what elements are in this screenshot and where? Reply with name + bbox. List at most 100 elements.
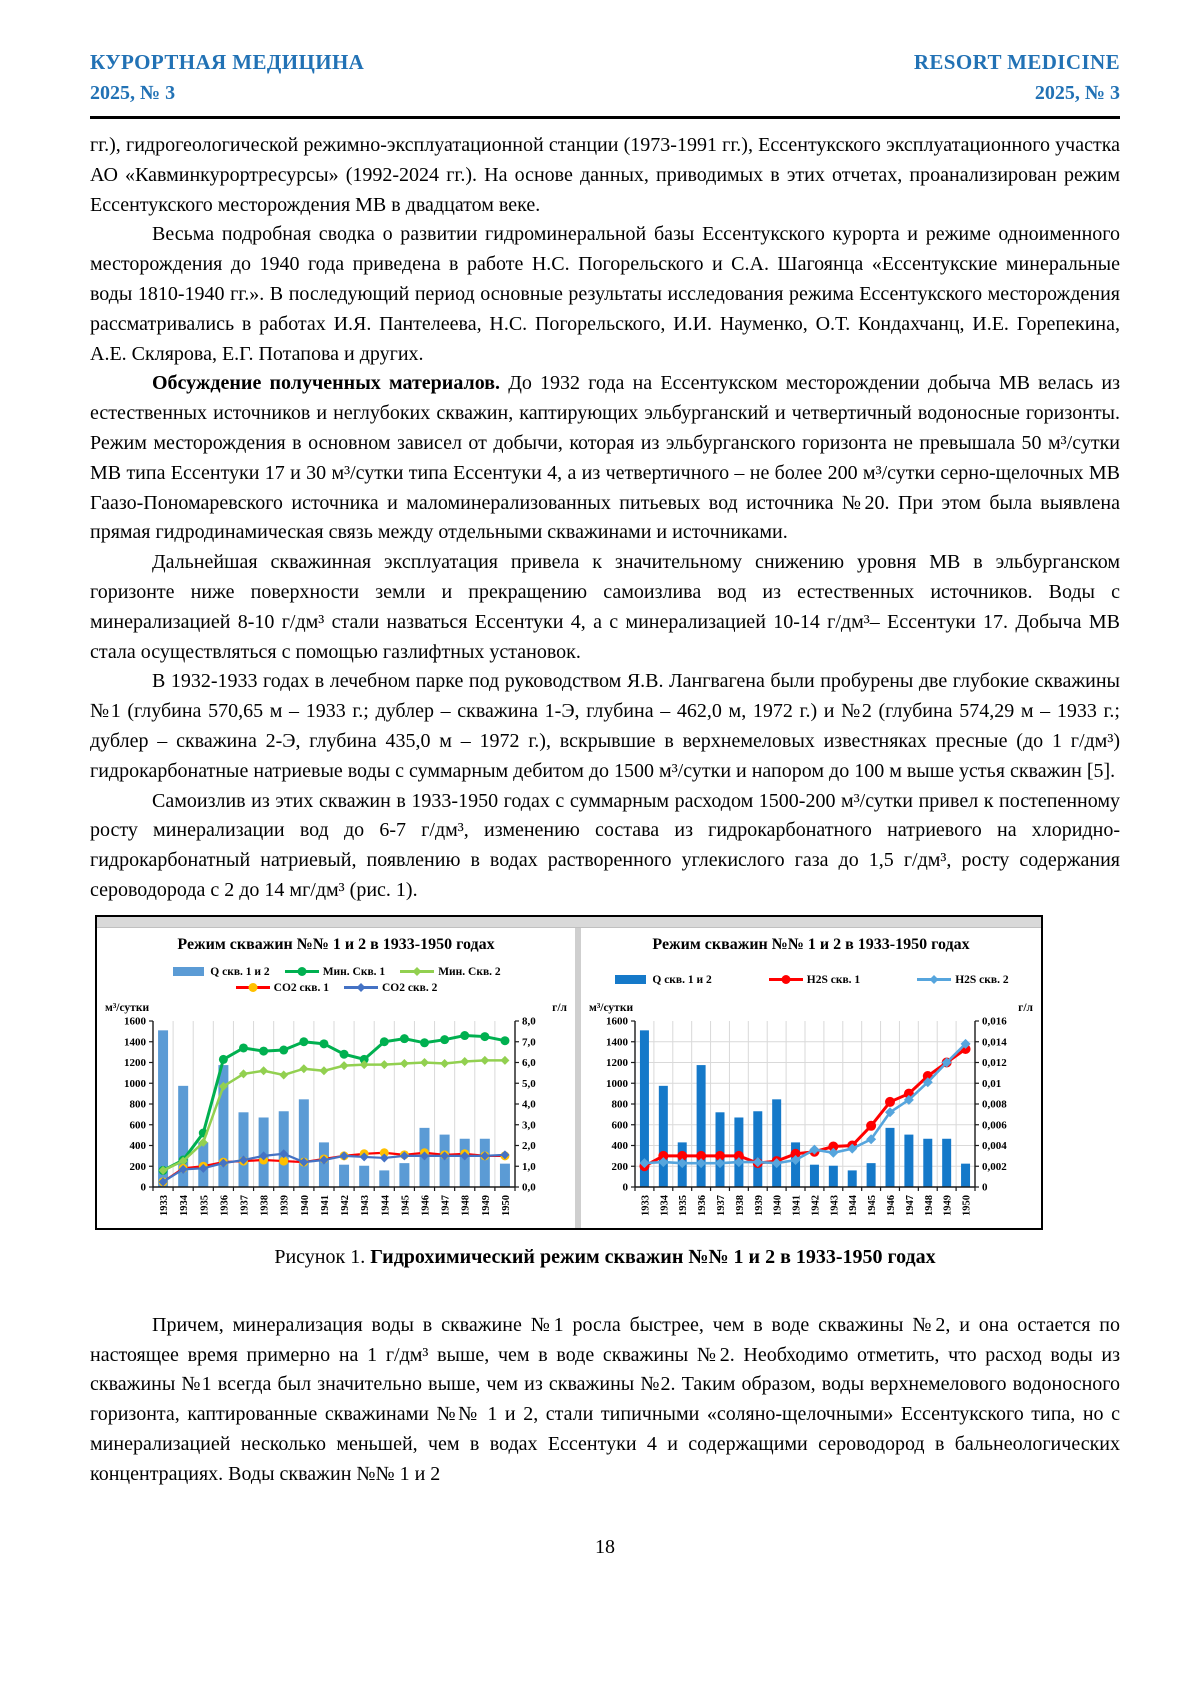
x-axis-tick-label: 1949 xyxy=(943,1195,954,1216)
left-axis-tick-label: 200 xyxy=(130,1160,147,1172)
bar xyxy=(399,1162,410,1187)
figure-1: Режим скважин №№ 1 и 2 в 1933-1950 годах… xyxy=(95,914,1043,1230)
chart-plot-svg: 1600 8,0 1400 7,0 1200 6,0 1000 5,0 800 4,0 600 3,0… xyxy=(124,1017,536,1216)
left-axis-unit-label: м³/сутки xyxy=(589,1001,634,1014)
line-marker xyxy=(359,1152,369,1162)
line-marker xyxy=(828,1141,839,1152)
right-axis-tick-label: 0,004 xyxy=(982,1140,1007,1152)
x-axis-tick-label: 1941 xyxy=(792,1195,803,1216)
bar xyxy=(339,1164,350,1187)
line-marker xyxy=(639,1157,650,1168)
bar xyxy=(218,1064,229,1187)
x-axis-tick-label: 1948 xyxy=(924,1195,935,1216)
paragraph-text: гг.), гидрогеологической режимно-эксплуа… xyxy=(90,134,1120,216)
x-axis-tick-label: 1942 xyxy=(810,1195,821,1216)
bar xyxy=(942,1138,952,1187)
x-axis-tick-label: 1940 xyxy=(773,1195,784,1216)
legend-label: H2S скв. 1 xyxy=(806,973,861,986)
bar xyxy=(923,1138,933,1187)
bar xyxy=(809,1164,819,1187)
line-marker xyxy=(460,1056,470,1066)
x-axis-tick-label: 1937 xyxy=(240,1195,251,1216)
chart-wells-mineralization: Режим скважин №№ 1 и 2 в 1933-1950 годах… xyxy=(97,928,575,1228)
right-axis-tick-label: 2,0 xyxy=(522,1140,536,1152)
line-marker xyxy=(885,1107,895,1118)
bar xyxy=(439,1134,450,1187)
left-axis-tick-label: 1400 xyxy=(606,1036,629,1048)
paragraph-text: Дальнейшая скважинная эксплуатация приве… xyxy=(90,551,1120,663)
right-axis-tick-label: 5,0 xyxy=(522,1077,536,1089)
line-marker xyxy=(460,1151,470,1161)
journal-title-en: RESORT MEDICINE xyxy=(913,50,1120,74)
x-axis-tick-label: 1934 xyxy=(179,1194,190,1216)
legend-item: CO2 скв. 2 xyxy=(343,981,437,994)
paragraph-text: В 1932-1933 годах в лечебном парке под р… xyxy=(90,670,1120,782)
bar xyxy=(459,1138,470,1187)
legend-line-swatch-icon xyxy=(400,967,435,977)
line-marker xyxy=(752,1156,763,1167)
line-marker xyxy=(866,1120,877,1131)
paragraph: Причем, минерализация воды в скважине №1… xyxy=(90,1311,1120,1490)
line-marker xyxy=(420,1057,429,1067)
journal-header-left: КУРОРТНАЯ МЕДИЦИНА 2025, № 3 xyxy=(90,50,364,105)
x-axis-tick-label: 1936 xyxy=(219,1195,230,1216)
legend-row: Q скв. 1 и 2 Мин. Скв. 1 Мин. Скв. 2 xyxy=(97,965,575,978)
line-marker xyxy=(279,1070,289,1080)
x-axis-tick-label: 1949 xyxy=(481,1195,492,1216)
x-axis-tick-label: 1933 xyxy=(159,1195,170,1216)
right-axis-tick-label: 1,0 xyxy=(522,1160,536,1172)
line-marker xyxy=(399,1151,409,1161)
legend-label: Q скв. 1 и 2 xyxy=(652,973,712,986)
journal-issue-ru: 2025, № 3 xyxy=(90,82,176,104)
x-axis-tick-label: 1938 xyxy=(260,1195,271,1216)
right-axis-tick-label: 6,0 xyxy=(522,1057,536,1069)
right-axis-tick-label: 0,014 xyxy=(982,1036,1007,1048)
bar xyxy=(904,1134,914,1187)
legend-item: Q скв. 1 и 2 xyxy=(613,973,712,986)
bar xyxy=(696,1064,706,1187)
line-marker xyxy=(929,975,939,985)
x-axis-tick-label: 1946 xyxy=(886,1195,897,1216)
x-axis-tick-label: 1942 xyxy=(340,1195,351,1216)
left-axis-tick-label: 800 xyxy=(612,1098,629,1110)
line-marker xyxy=(248,983,258,993)
bar xyxy=(298,1099,309,1187)
paragraph: Дальнейшая скважинная эксплуатация приве… xyxy=(90,548,1120,667)
bar xyxy=(828,1165,838,1187)
right-axis-tick-label: 0,002 xyxy=(982,1160,1007,1172)
line-marker xyxy=(866,1133,877,1144)
line-marker xyxy=(178,1164,188,1174)
left-axis-tick-label: 800 xyxy=(130,1098,147,1110)
x-axis-tick-label: 1950 xyxy=(962,1195,973,1216)
right-axis-tick-label: 0,006 xyxy=(982,1119,1007,1131)
line-marker xyxy=(480,1151,490,1161)
legend-label: CO2 скв. 1 xyxy=(273,981,329,994)
line-marker xyxy=(259,1046,269,1056)
bar xyxy=(318,1142,329,1187)
x-axis-tick-label: 1945 xyxy=(400,1195,411,1216)
paragraph: Весьма подробная сводка о развитии гидро… xyxy=(90,220,1120,369)
figure-caption-title: Гидрохимический режим скважин №№ 1 и 2 в… xyxy=(370,1245,936,1268)
paragraph-text: До 1932 года на Ессентукском месторожден… xyxy=(90,372,1121,544)
paragraph-bold-lead: Обсуждение полученных материалов. xyxy=(152,372,501,395)
line-marker xyxy=(158,1177,168,1187)
paragraph-text: Самоизлив из этих скважин в 1933-1950 го… xyxy=(90,789,1120,901)
axis-units-row: м³/сутки г/л xyxy=(581,1002,1041,1017)
bar xyxy=(772,1099,782,1187)
legend-item: Мин. Скв. 2 xyxy=(399,965,501,978)
line-marker xyxy=(299,1036,309,1046)
x-axis-tick-label: 1944 xyxy=(380,1194,391,1216)
x-axis-tick-label: 1947 xyxy=(441,1195,452,1216)
line-marker xyxy=(696,1157,707,1168)
line-marker xyxy=(480,1031,490,1041)
line-marker xyxy=(500,1055,510,1065)
left-axis-tick-label: 600 xyxy=(612,1119,629,1131)
left-axis-tick-label: 1000 xyxy=(124,1077,147,1089)
line-marker xyxy=(440,1151,450,1161)
right-axis-tick-label: 8,0 xyxy=(522,1017,536,1028)
journal-header-right: RESORT MEDICINE 2025, № 3 xyxy=(914,50,1120,105)
left-axis-tick-label: 1600 xyxy=(606,1017,629,1028)
line-marker xyxy=(771,1157,782,1168)
left-axis-tick-label: 0 xyxy=(623,1181,629,1193)
figure-caption-prefix: Рисунок 1. xyxy=(274,1245,371,1268)
